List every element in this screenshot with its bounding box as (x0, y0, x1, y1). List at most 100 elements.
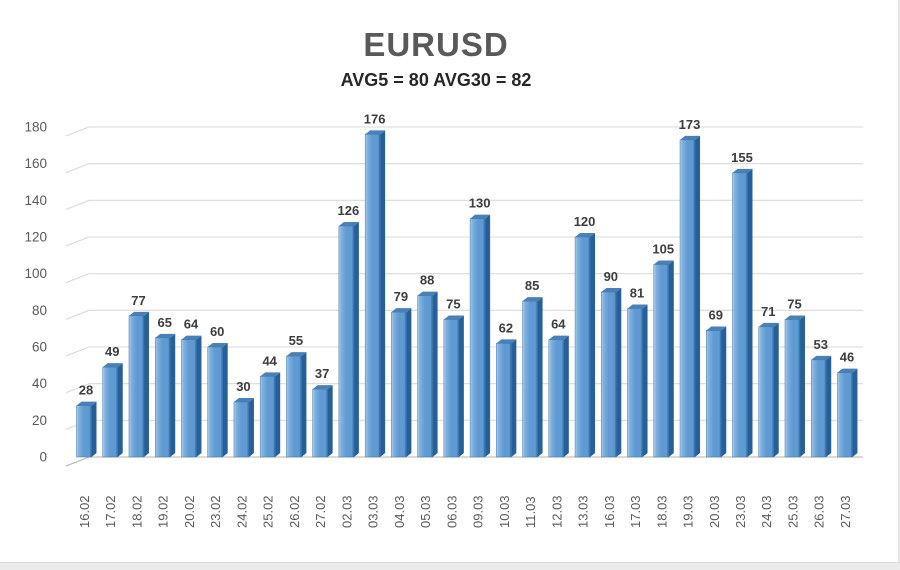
bars: 28 49 77 65 64 60 30 44 55 37 126 176 79 88 75 130 62 85 6… (76, 111, 858, 458)
bar-25.03: 75 (784, 297, 805, 458)
bar-side-face (590, 233, 596, 457)
bar-top-face (233, 398, 254, 402)
bar-27.03: 46 (837, 350, 858, 458)
bar-top-face (260, 372, 281, 377)
gridline (65, 163, 863, 174)
x-tick-label: 25.02 (261, 495, 276, 528)
bar-value-label: 75 (446, 297, 460, 312)
bar-value-label: 120 (574, 214, 596, 229)
bar-13.03: 120 (574, 214, 596, 458)
chart-title: EURUSD (363, 26, 509, 63)
bar-front-face (548, 339, 565, 458)
bar-value-label: 126 (338, 203, 360, 218)
bar-27.02: 37 (312, 366, 333, 458)
x-tick-label: 23.03 (733, 495, 748, 528)
bar-11.03: 85 (522, 278, 543, 458)
bar-top-face (128, 311, 149, 316)
bar-value-label: 85 (525, 278, 539, 293)
bar-value-label: 173 (679, 117, 701, 132)
bar-side-face (353, 222, 359, 457)
bar-16.02: 28 (76, 383, 97, 458)
bar-top-face (365, 130, 386, 135)
window-bottom-edge (0, 562, 900, 570)
bar-value-label: 90 (604, 269, 618, 284)
bar-02.03: 126 (338, 203, 360, 458)
bar-side-face (380, 130, 386, 458)
bar-side-face (511, 339, 517, 457)
x-tick-label: 18.02 (129, 495, 144, 528)
x-tick-label: 26.03 (812, 495, 827, 528)
bar-side-face (458, 315, 464, 457)
bar-24.03: 71 (758, 304, 779, 458)
bar-front-face (128, 315, 145, 458)
bar-04.03: 79 (391, 289, 412, 458)
y-tick-label: 80 (32, 303, 47, 318)
x-tick-label: 09.03 (471, 495, 486, 528)
bar-front-face (312, 388, 328, 458)
x-tick-label: 19.03 (681, 495, 696, 528)
bar-12.03: 64 (548, 317, 569, 458)
bar-front-face (732, 172, 748, 458)
x-tick-label: 26.02 (287, 495, 302, 528)
x-tick-label: 18.03 (654, 495, 669, 528)
bar-front-face (496, 343, 512, 458)
bar-side-face (301, 352, 307, 457)
bar-side-face (327, 385, 333, 457)
bar-front-face (706, 330, 722, 458)
x-tick-label: 17.03 (628, 495, 643, 528)
bar-top-face (706, 326, 727, 331)
bar-side-face (275, 372, 281, 457)
bar-side-face (406, 308, 412, 457)
y-tick-label: 160 (24, 156, 47, 171)
bar-value-label: 79 (394, 289, 408, 304)
y-tick-label: 100 (24, 266, 47, 281)
bar-front-face (627, 308, 643, 458)
bar-top-face (811, 355, 832, 360)
x-tick-label: 02.03 (339, 495, 354, 528)
bar-side-face (222, 343, 228, 457)
bar-side-face (563, 335, 569, 457)
gridline (65, 273, 863, 284)
bar-side-face (852, 368, 858, 457)
bar-value-label: 75 (787, 297, 801, 312)
bar-18.03: 105 (652, 242, 674, 458)
bar-value-label: 176 (364, 111, 386, 126)
bar-front-face (207, 346, 223, 458)
bar-top-face (601, 288, 622, 292)
bar-side-face (616, 288, 622, 457)
bar-top-face (155, 333, 176, 338)
y-tick-label: 0 (39, 450, 47, 465)
bar-26.03: 53 (810, 337, 832, 458)
bar-front-face (601, 291, 617, 458)
bar-value-label: 46 (840, 350, 854, 365)
bar-front-face (364, 134, 381, 458)
x-tick-label: 19.02 (156, 495, 171, 528)
bar-top-face (417, 291, 438, 296)
bar-front-face (102, 366, 118, 458)
bar-value-label: 37 (315, 366, 329, 381)
gridline (65, 199, 863, 210)
bar-top-face (207, 343, 228, 347)
chart-subtitle: AVG5 = 80 AVG30 = 82 (340, 70, 532, 90)
bar-front-face (259, 376, 276, 458)
bar-16.03: 90 (601, 269, 622, 458)
bar-top-face (522, 297, 543, 302)
bar-19.02: 65 (154, 315, 176, 458)
bar-top-face (312, 385, 333, 390)
bar-top-face (496, 339, 517, 344)
bar-value-label: 77 (131, 293, 145, 308)
bar-front-face (417, 295, 433, 458)
bar-value-label: 53 (813, 337, 827, 352)
y-tick-label: 180 (24, 120, 47, 135)
bar-17.02: 49 (102, 344, 123, 458)
bar-side-face (196, 335, 202, 457)
bar-top-face (784, 315, 805, 320)
bar-value-label: 60 (210, 324, 224, 339)
bar-top-face (575, 233, 596, 237)
x-tick-label: 13.03 (576, 495, 591, 528)
bar-front-face (522, 300, 538, 458)
x-tick-label: 03.03 (366, 495, 381, 528)
x-tick-label: 10.03 (497, 495, 512, 528)
